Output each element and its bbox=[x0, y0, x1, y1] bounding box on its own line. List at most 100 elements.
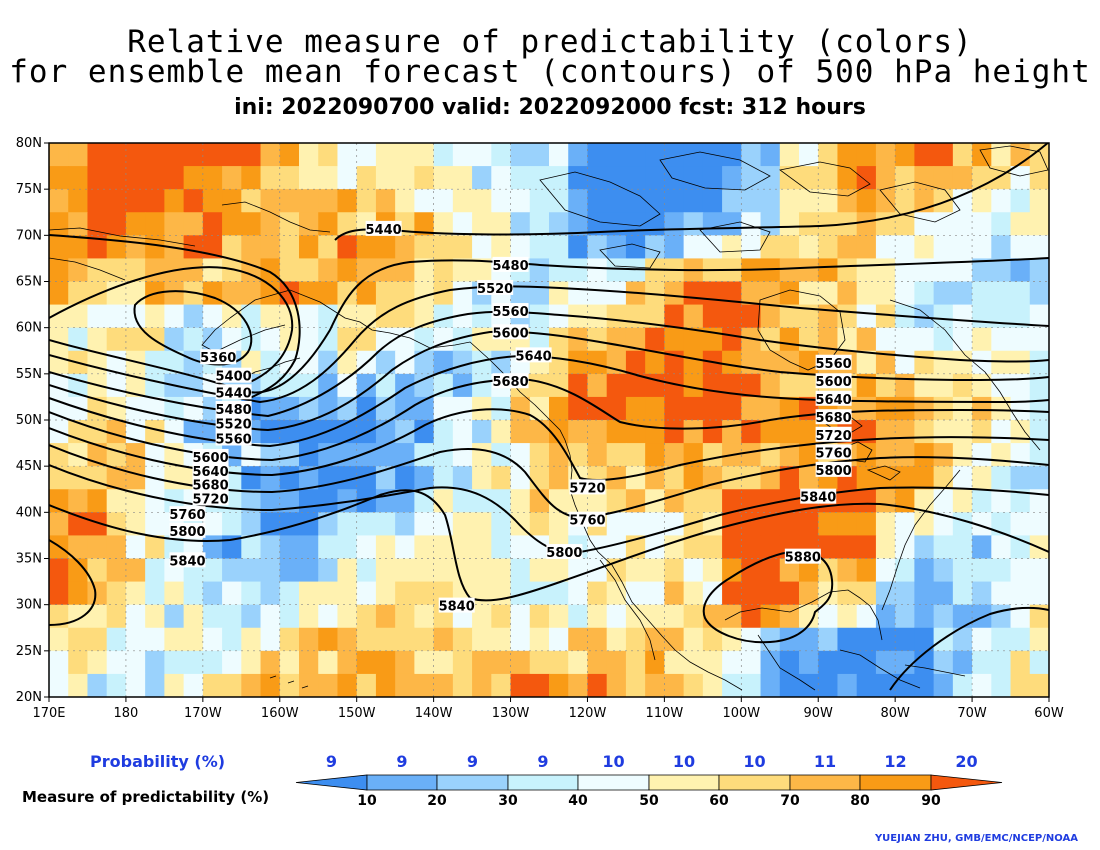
field-cell bbox=[87, 235, 108, 260]
probability-value: 20 bbox=[955, 752, 977, 771]
field-cell bbox=[991, 558, 1012, 583]
field-cell bbox=[875, 673, 896, 697]
field-cell bbox=[568, 489, 589, 513]
field-cell bbox=[202, 604, 223, 629]
field-cell bbox=[645, 281, 665, 306]
field-cell bbox=[683, 166, 704, 190]
field-cell bbox=[837, 604, 858, 629]
field-cell bbox=[895, 466, 915, 490]
field-cell bbox=[606, 143, 627, 167]
field-cell bbox=[779, 373, 800, 398]
field-cell bbox=[183, 420, 204, 444]
field-cell bbox=[856, 650, 877, 675]
field-cell bbox=[318, 535, 339, 560]
field-cell bbox=[1010, 212, 1031, 236]
field-cell bbox=[452, 396, 473, 421]
field-cell bbox=[337, 443, 358, 467]
field-cell bbox=[645, 212, 665, 236]
field-cell bbox=[779, 258, 800, 283]
contour-label: 5480 bbox=[492, 259, 528, 274]
field-cell bbox=[760, 350, 781, 375]
field-cell bbox=[568, 327, 589, 352]
contour-label-bg bbox=[492, 324, 529, 340]
field-cell bbox=[87, 489, 108, 513]
field-cell bbox=[279, 143, 300, 167]
field-cell bbox=[375, 189, 396, 213]
field-cell bbox=[991, 350, 1012, 375]
field-cell bbox=[472, 235, 492, 260]
field-cell bbox=[395, 604, 415, 629]
field-cell bbox=[337, 604, 358, 629]
field-cell bbox=[933, 235, 954, 260]
field-cell bbox=[106, 327, 127, 352]
field-cell bbox=[914, 350, 935, 375]
field-cell bbox=[472, 166, 492, 190]
field-cell bbox=[779, 489, 800, 513]
field-cell bbox=[491, 558, 512, 583]
field-cell bbox=[337, 512, 358, 537]
field-cell bbox=[972, 281, 992, 306]
field-cell bbox=[164, 581, 185, 606]
contour-label: 5720 bbox=[192, 492, 228, 507]
field-cell bbox=[741, 212, 762, 236]
field-cell bbox=[356, 166, 377, 190]
field-cell bbox=[837, 558, 858, 583]
field-cell bbox=[549, 304, 569, 329]
field-cell bbox=[491, 650, 512, 675]
field-cell bbox=[683, 281, 704, 306]
y-tick-label: 60N bbox=[16, 321, 42, 336]
field-cell bbox=[68, 558, 89, 583]
field-cell bbox=[414, 673, 435, 697]
contour-label-bg bbox=[815, 373, 852, 389]
field-cell bbox=[991, 143, 1012, 167]
field-cell bbox=[452, 235, 473, 260]
field-cell bbox=[1010, 489, 1031, 513]
field-cell bbox=[914, 535, 935, 560]
field-cell bbox=[337, 396, 358, 421]
field-cell bbox=[106, 281, 127, 306]
field-cell bbox=[875, 443, 896, 467]
field-cell bbox=[952, 650, 973, 675]
field-cell bbox=[568, 673, 589, 697]
field-cell bbox=[452, 189, 473, 213]
legend-tick-label: 10 bbox=[357, 793, 377, 809]
field-cell bbox=[241, 650, 262, 675]
field-cell bbox=[587, 327, 608, 352]
field-cell bbox=[895, 650, 915, 675]
field-cell bbox=[260, 650, 281, 675]
field-cell bbox=[183, 166, 204, 190]
field-cell bbox=[856, 281, 877, 306]
field-cell bbox=[818, 650, 839, 675]
field-cell bbox=[875, 327, 896, 352]
field-cell bbox=[895, 327, 915, 352]
field-cell bbox=[779, 673, 800, 697]
field-cell bbox=[299, 143, 319, 167]
field-cell bbox=[664, 212, 685, 236]
contour-label: 5640 bbox=[192, 465, 228, 480]
field-cell bbox=[125, 650, 146, 675]
field-cell bbox=[972, 350, 992, 375]
field-cell bbox=[664, 512, 685, 537]
field-cell bbox=[356, 673, 377, 697]
y-tick-label: 75N bbox=[16, 182, 42, 197]
field-cell bbox=[991, 166, 1012, 190]
field-cell bbox=[702, 489, 723, 513]
field-cell bbox=[606, 535, 627, 560]
field-cell bbox=[991, 535, 1012, 560]
field-cell bbox=[683, 512, 704, 537]
field-cell bbox=[125, 627, 146, 652]
field-cell bbox=[722, 466, 742, 490]
field-cell bbox=[895, 166, 915, 190]
field-cell bbox=[299, 535, 319, 560]
field-cell bbox=[933, 489, 954, 513]
legend-tick-label: 70 bbox=[780, 793, 800, 809]
field-cell bbox=[587, 604, 608, 629]
field-cell bbox=[1029, 581, 1049, 606]
field-cell bbox=[356, 558, 377, 583]
field-cell bbox=[106, 373, 127, 398]
field-cell bbox=[145, 166, 165, 190]
field-cell bbox=[395, 373, 415, 398]
contour-label-bg bbox=[515, 347, 552, 363]
field-cell bbox=[702, 166, 723, 190]
field-cell bbox=[895, 673, 915, 697]
